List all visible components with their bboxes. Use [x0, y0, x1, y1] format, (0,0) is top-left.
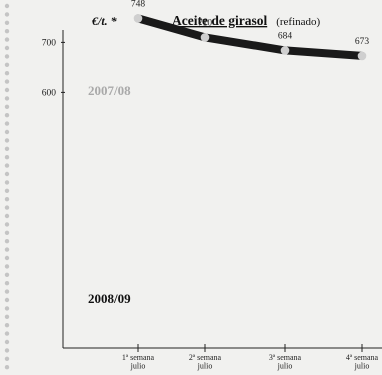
decorative-dot [4, 205, 10, 210]
decorative-dot [4, 121, 10, 126]
decorative-dot [4, 264, 10, 269]
decorative-dot [4, 222, 10, 227]
decorative-dot [4, 163, 10, 168]
decorative-dot [4, 281, 10, 286]
decorative-dot [4, 129, 10, 135]
decorative-dot [4, 297, 10, 303]
data-point [357, 51, 367, 61]
decorative-dot [4, 188, 10, 193]
x-tick-label-line: julio [197, 362, 213, 371]
chart-title: Aceite de girasol [172, 13, 267, 28]
y-tick-label: 600 [42, 89, 57, 99]
decorative-dot [4, 155, 10, 160]
decorative-dot [4, 96, 10, 101]
decorative-dot [4, 37, 10, 42]
y-tick-label: 700 [42, 39, 57, 49]
decorative-dot [4, 348, 10, 353]
decorative-dot [4, 331, 10, 336]
decorative-dot [4, 339, 10, 345]
decorative-dot [4, 146, 10, 151]
decorative-dot [4, 314, 10, 319]
decorative-dot [4, 138, 10, 143]
x-tick-label-line: 3ª semana [269, 353, 302, 362]
data-point [133, 14, 143, 23]
decorative-dot [4, 323, 10, 328]
decorative-dot [4, 197, 10, 202]
decorative-dot [4, 356, 10, 361]
decorative-dot [4, 113, 10, 118]
chart-title-group: Aceite de girasol (refinado) [172, 12, 321, 29]
decorative-dot [4, 171, 10, 177]
decorative-dot [4, 79, 10, 84]
data-point [280, 46, 290, 55]
x-tick-label: 1ª semana julio [122, 353, 155, 371]
decorative-dot-column [4, 3, 10, 370]
data-label: 710 [198, 18, 213, 28]
x-tick-label-line: julio [277, 362, 293, 371]
decorative-dot [4, 289, 10, 294]
decorative-dot [4, 213, 10, 219]
series-name-label: 2008/09 [88, 291, 131, 306]
y-axis: 6007008009001.0001.1001.2001.3001.4001.5… [42, 30, 65, 348]
decorative-dot [4, 54, 10, 59]
decorative-dot [4, 45, 10, 51]
x-tick-label: 4ª semana julio [346, 353, 379, 371]
decorative-dot [4, 20, 10, 25]
x-tick-label: 3ª semana julio [269, 353, 302, 371]
x-tick-label-line: 2ª semana [189, 353, 222, 362]
x-tick-label-line: julio [130, 362, 146, 371]
y-axis-unit: €/t. * [91, 14, 118, 28]
data-label: 684 [278, 31, 293, 41]
x-tick-label: 2ª semana julio [189, 353, 222, 371]
decorative-dot [4, 62, 10, 67]
series-line [134, 14, 366, 60]
decorative-dot [4, 71, 10, 76]
decorative-dot [4, 3, 10, 9]
decorative-dot [4, 104, 10, 110]
decorative-dot [4, 306, 10, 311]
decorative-dot [4, 180, 10, 185]
decorative-dot [4, 12, 10, 17]
x-tick-label-line: 1ª semana [122, 353, 155, 362]
series-2008/09: 748 710 684 673 2008/09 [88, 0, 369, 306]
decorative-dot [4, 230, 10, 235]
decorative-dot [4, 239, 10, 244]
decorative-dot [4, 365, 10, 370]
chart-subtitle: (refinado) [276, 16, 320, 28]
decorative-dot [4, 29, 10, 34]
data-label: 673 [355, 37, 370, 47]
decorative-dot [4, 87, 10, 93]
decorative-dot [4, 255, 10, 261]
series-name-label: 2007/08 [88, 83, 131, 98]
x-tick-label-line: julio [354, 362, 370, 371]
decorative-dot [4, 272, 10, 277]
x-tick-label-line: 4ª semana [346, 353, 379, 362]
data-label: 748 [131, 0, 146, 9]
data-point [200, 33, 210, 42]
decorative-dot [4, 247, 10, 252]
